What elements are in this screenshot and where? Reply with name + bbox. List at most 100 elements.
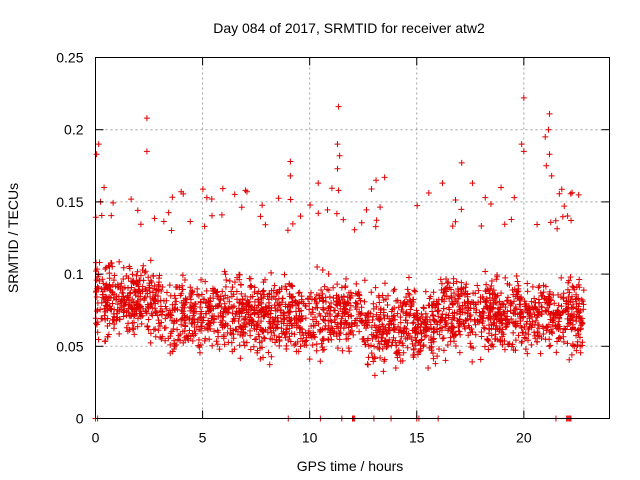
data-point [546, 151, 553, 158]
data-point [395, 347, 402, 354]
data-point [354, 291, 361, 298]
data-point [236, 313, 243, 320]
data-point [398, 333, 405, 340]
data-point [509, 341, 516, 348]
data-point [512, 347, 519, 354]
data-point [107, 294, 114, 301]
data-point [205, 321, 212, 328]
data-point [189, 319, 196, 326]
data-point [319, 347, 326, 354]
data-point [426, 344, 433, 351]
data-point [558, 274, 565, 281]
data-point [336, 300, 343, 307]
data-point [434, 321, 441, 328]
data-point [211, 328, 218, 335]
data-point [167, 292, 174, 299]
data-point [423, 332, 430, 339]
data-point [302, 338, 309, 345]
data-point [165, 335, 172, 342]
data-point [535, 325, 542, 332]
data-point [220, 313, 227, 320]
data-point [203, 310, 210, 317]
data-point [528, 298, 535, 305]
data-point [283, 286, 290, 293]
data-point [218, 303, 225, 310]
data-point [95, 141, 102, 148]
y-tick-label: 0.2 [64, 122, 84, 138]
data-point [239, 332, 246, 339]
data-point [168, 328, 175, 335]
data-point [199, 186, 206, 193]
data-point [298, 293, 305, 300]
data-point [359, 336, 366, 343]
data-point [455, 328, 462, 335]
data-point [229, 310, 236, 317]
data-point [361, 277, 368, 284]
data-point [333, 210, 340, 217]
data-point [297, 213, 304, 220]
data-point [98, 315, 105, 322]
plot-frame [95, 57, 610, 419]
data-point [131, 286, 138, 293]
data-point [210, 319, 217, 326]
data-point [215, 333, 222, 340]
data-point [217, 309, 224, 316]
data-point [531, 303, 538, 310]
data-point [350, 331, 357, 338]
data-point [538, 303, 545, 310]
data-point [435, 307, 442, 314]
data-point [480, 324, 487, 331]
data-point [144, 323, 151, 330]
data-point [336, 330, 342, 337]
data-point [517, 314, 524, 321]
data-point [435, 313, 442, 320]
data-point [534, 332, 541, 339]
data-point [548, 172, 555, 179]
data-point [99, 276, 106, 283]
data-point [330, 284, 337, 291]
data-point [239, 295, 246, 302]
data-point [299, 315, 306, 322]
data-point [201, 337, 208, 344]
data-point [297, 343, 304, 350]
data-point [380, 311, 387, 318]
data-point [468, 326, 475, 333]
data-point [288, 282, 295, 289]
data-point [488, 342, 495, 349]
data-point [325, 336, 332, 343]
data-point [545, 126, 552, 133]
data-point [128, 284, 135, 291]
data-point [96, 259, 103, 266]
data-point [573, 295, 580, 302]
data-point [139, 288, 146, 295]
data-point [404, 286, 411, 293]
data-point [482, 299, 489, 306]
data-point [106, 270, 113, 277]
data-point [203, 287, 210, 294]
data-point [247, 346, 254, 353]
data-point [473, 309, 480, 316]
data-point [569, 316, 576, 323]
data-point [371, 354, 378, 361]
data-point [501, 221, 508, 228]
data-point [277, 307, 284, 314]
data-point [415, 339, 422, 346]
data-point [322, 322, 329, 329]
data-point [566, 289, 573, 296]
data-point [187, 284, 194, 291]
data-point [299, 337, 306, 344]
data-point [210, 295, 217, 302]
data-point [116, 330, 123, 337]
data-point [576, 276, 583, 283]
data-point [126, 265, 133, 272]
data-point [116, 258, 123, 265]
data-point [186, 304, 193, 311]
data-point [237, 281, 244, 288]
data-point [491, 291, 498, 298]
data-point [450, 290, 457, 297]
data-point [147, 257, 154, 264]
data-point [437, 276, 444, 283]
data-point [334, 141, 341, 148]
data-point [370, 305, 377, 312]
data-point [308, 296, 315, 303]
